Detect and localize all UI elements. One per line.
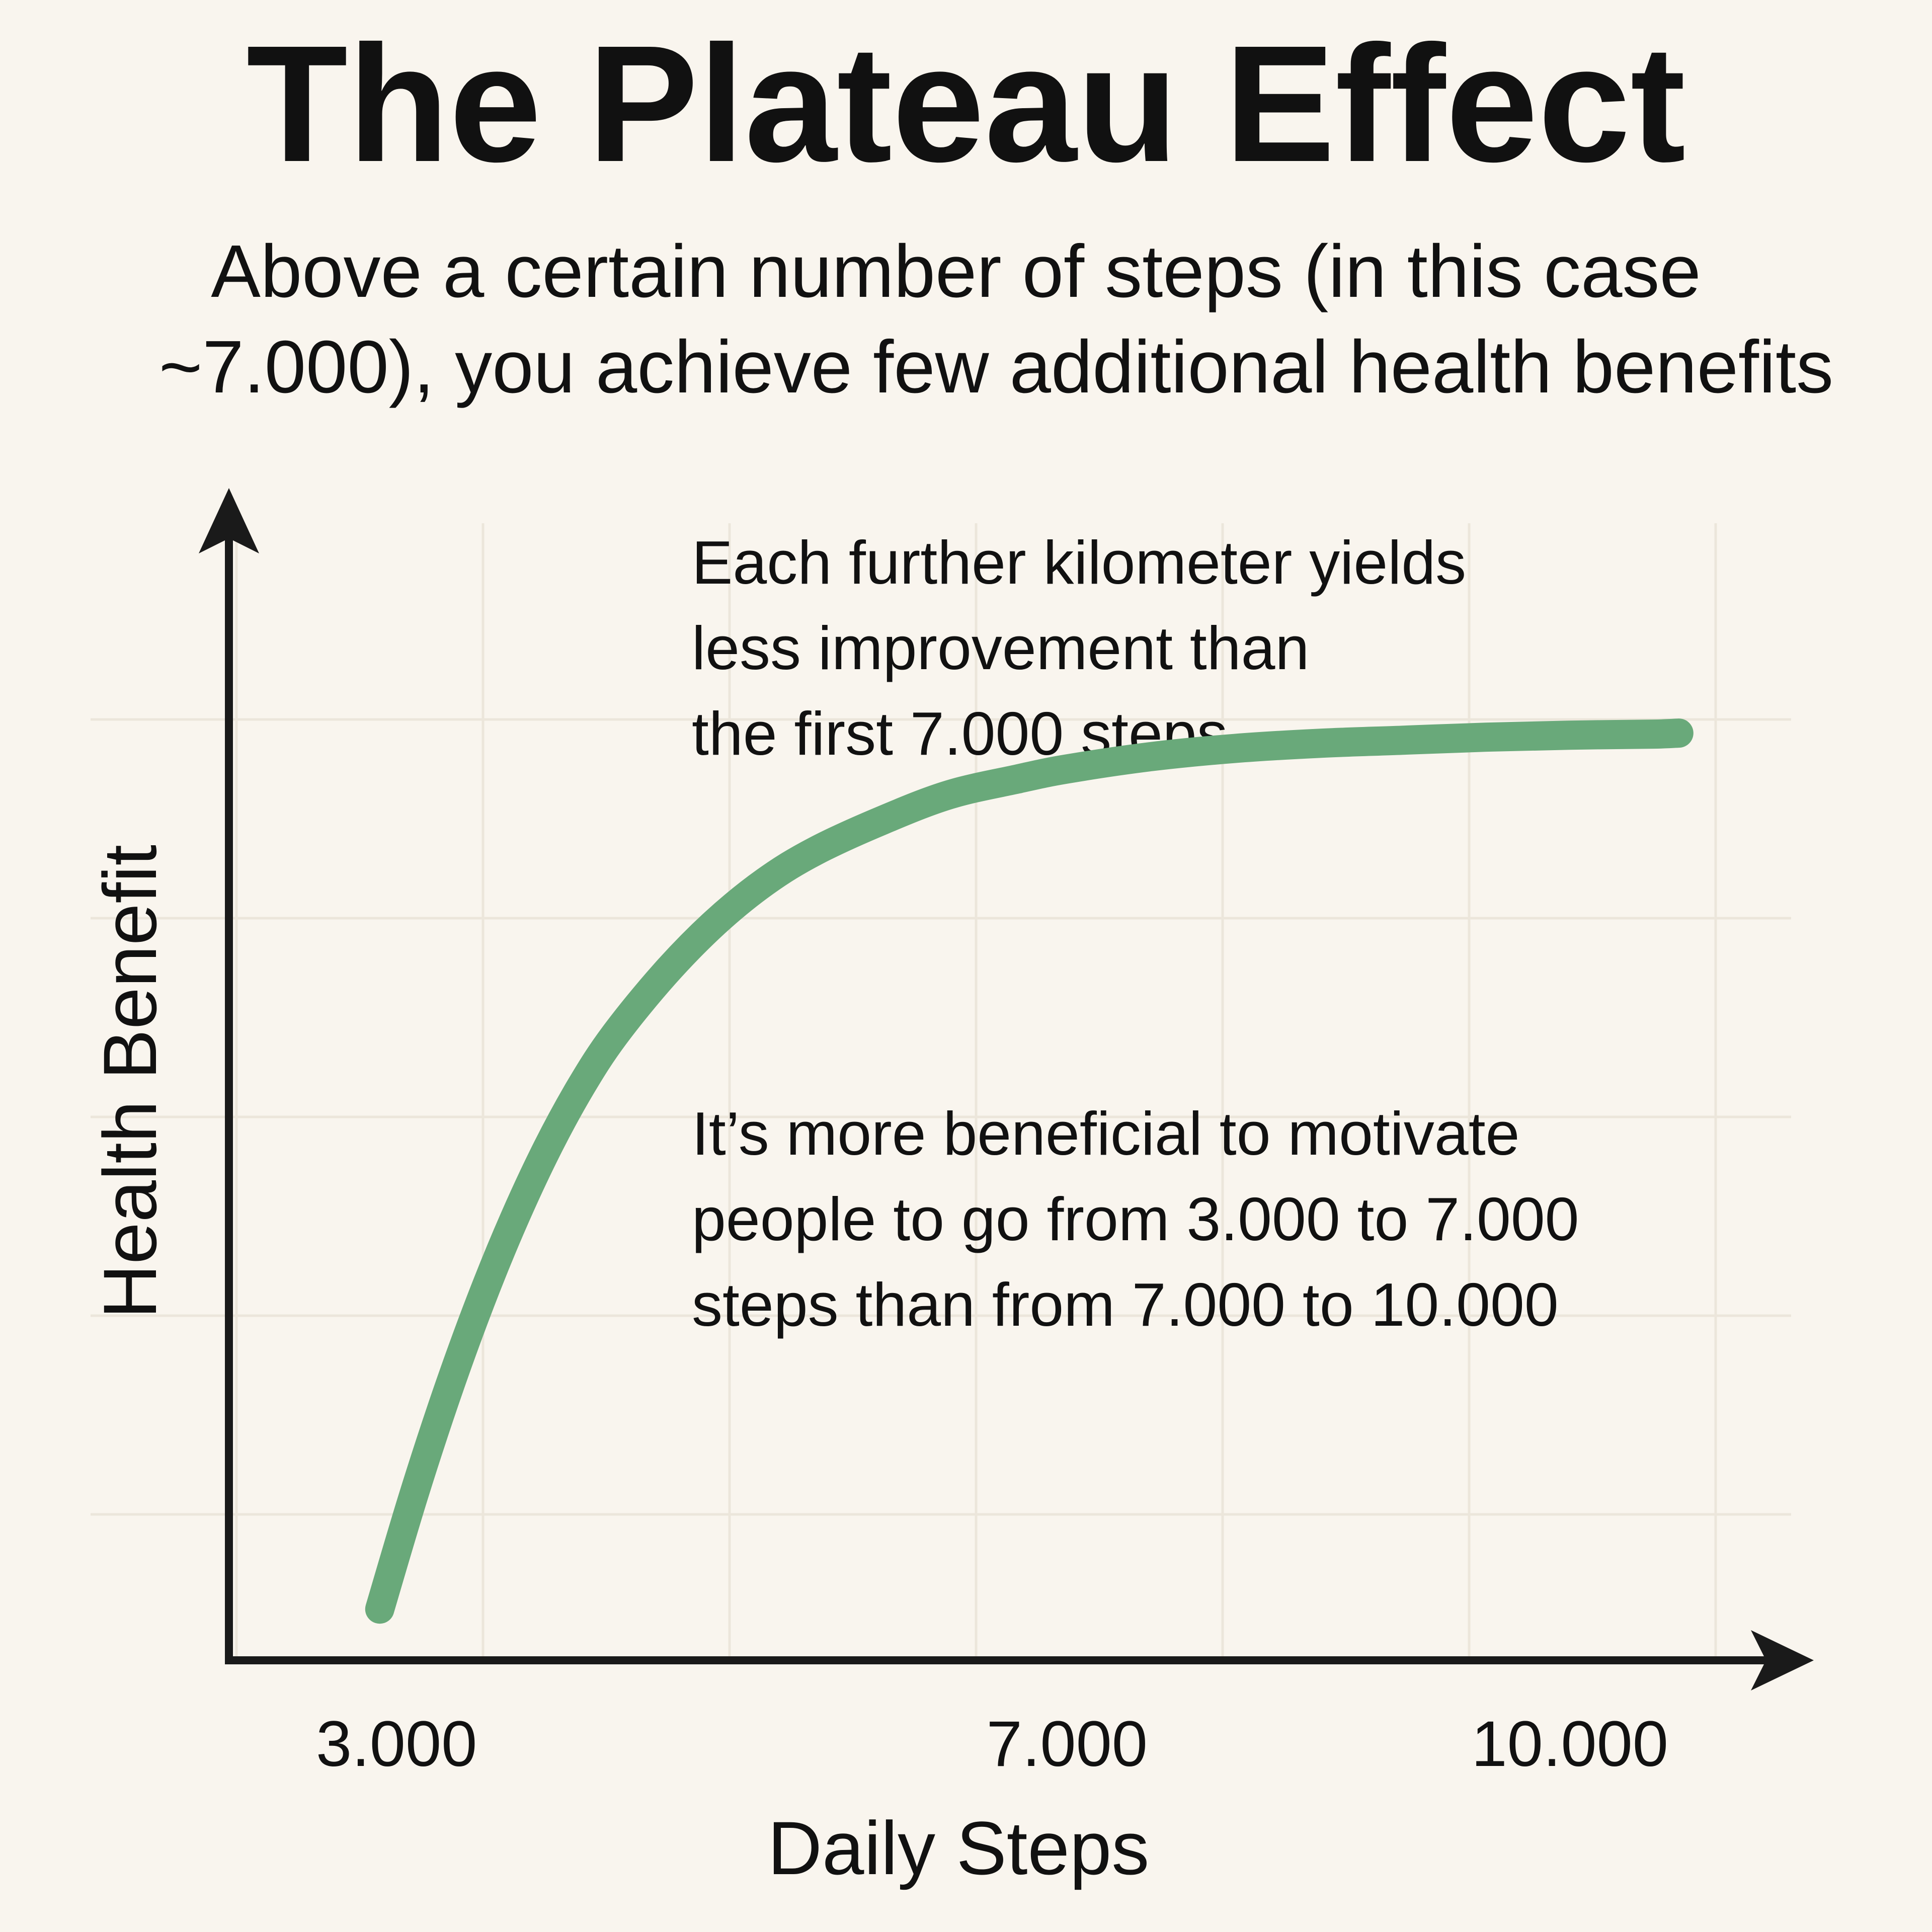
annotation-kilometer-line-2: less improvement than xyxy=(692,614,1309,682)
x-axis-arrow xyxy=(1751,1630,1814,1691)
annotation-kilometer-line-1: Each further kilometer yields xyxy=(692,528,1466,597)
grid-layer xyxy=(91,523,1791,1660)
y-axis-arrow xyxy=(199,488,259,553)
series-line-health-benefit xyxy=(365,718,1694,1624)
y-axis-label: Health Benefit xyxy=(88,845,172,1319)
x-tick-label-3000: 3.000 xyxy=(316,1708,477,1780)
x-axis-label: Daily Steps xyxy=(768,1806,1150,1890)
annotation-kilometer: Each further kilometer yields less impro… xyxy=(692,528,1466,768)
chart-title: The Plateau Effect xyxy=(247,11,1686,196)
chart-subtitle-line-1: Above a certain number of steps (in this… xyxy=(211,230,1701,313)
x-tick-label-10000: 10.000 xyxy=(1471,1708,1668,1780)
chart-subtitle-line-2: ~7.000), you achieve few additional heal… xyxy=(159,326,1833,409)
annotation-motivate: It’s more beneficial to motivate people … xyxy=(692,1099,1579,1339)
annotation-motivate-line-1: It’s more beneficial to motivate xyxy=(692,1099,1520,1168)
annotation-motivate-line-2: people to go from 3.000 to 7.000 xyxy=(692,1185,1579,1253)
x-tick-label-7000: 7.000 xyxy=(987,1708,1148,1780)
annotation-motivate-line-3: steps than from 7.000 to 10.000 xyxy=(692,1270,1559,1339)
